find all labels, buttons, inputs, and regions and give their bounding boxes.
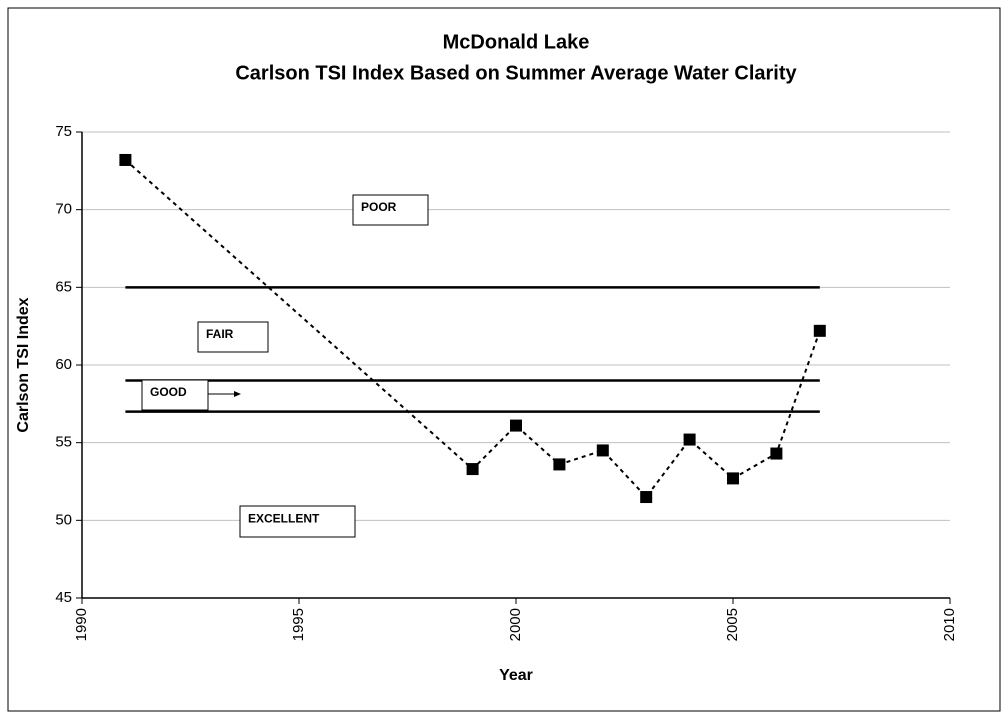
chart-subtitle: Carlson TSI Index Based on Summer Averag… [235, 62, 797, 84]
annotation-box [239, 505, 356, 538]
y-tick-label: 65 [55, 278, 72, 295]
marker [553, 458, 566, 471]
marker [727, 472, 739, 485]
marker [770, 447, 783, 460]
y-tick-label: 55 [55, 434, 72, 451]
marker [640, 491, 653, 504]
marker [683, 433, 696, 446]
y-tick-label: 50 [55, 511, 72, 528]
marker [813, 324, 826, 337]
annotation-box [197, 321, 269, 353]
marker [596, 444, 609, 457]
x-tick-label: 1995 [290, 608, 307, 641]
arrow-head [234, 391, 241, 397]
annotation: GOOD [150, 385, 187, 399]
annotation: FAIR [206, 327, 234, 341]
annotation: POOR [361, 200, 397, 214]
annotation: EXCELLENT [248, 512, 320, 526]
x-tick-label: 2010 [941, 608, 958, 641]
x-tick-label: 2000 [507, 608, 524, 641]
x-tick-label: 1990 [73, 608, 90, 641]
y-tick-label: 60 [55, 356, 72, 373]
y-tick-label: 75 [55, 123, 72, 140]
x-axis-label: Year [499, 667, 533, 684]
series-line [124, 159, 821, 499]
annotation-box [141, 379, 209, 411]
marker [119, 153, 132, 166]
marker [510, 419, 522, 432]
chart-title: McDonald Lake [443, 31, 590, 53]
x-tick-label: 2005 [724, 608, 741, 641]
annotation-box [352, 194, 429, 226]
y-axis-label: Carlson TSI Index [15, 297, 32, 432]
y-tick-label: 70 [55, 201, 72, 218]
marker [466, 463, 479, 476]
y-tick-label: 45 [55, 589, 72, 606]
chart-border [7, 7, 1001, 712]
